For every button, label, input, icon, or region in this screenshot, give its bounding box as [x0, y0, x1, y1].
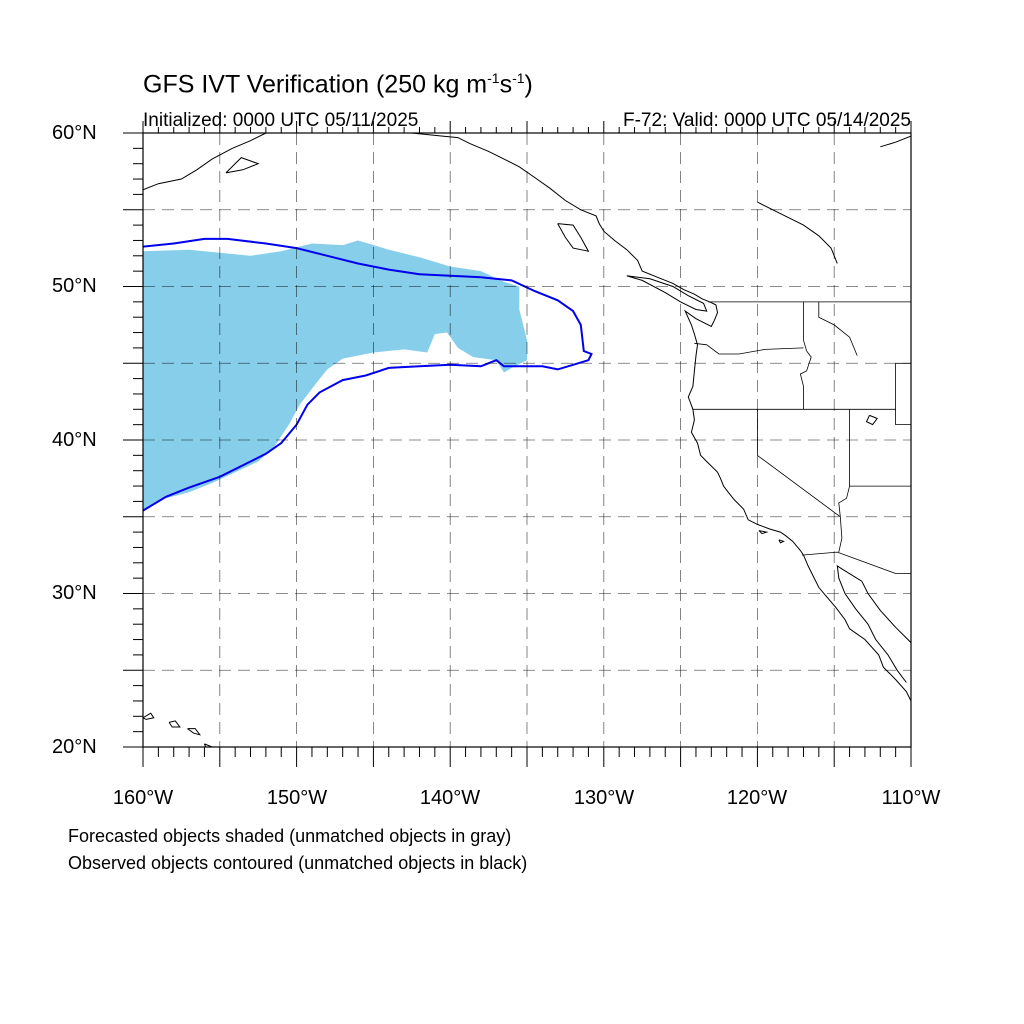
coastline-12 [880, 133, 911, 148]
coastline-4 [626, 275, 708, 312]
coastline-0 [143, 133, 267, 191]
coastline-3 [836, 564, 911, 683]
observed-ivt-object-contour [143, 237, 593, 512]
coastline-6 [143, 712, 155, 720]
border-7 [838, 409, 850, 517]
border-2 [757, 409, 841, 518]
coastlines [143, 133, 911, 747]
lon-label-160w: 160°W [112, 787, 174, 809]
border-6 [694, 342, 804, 355]
map-plot-area [143, 133, 911, 747]
border-3 [799, 340, 812, 410]
lat-lon-gridlines [143, 133, 911, 747]
lat-label-40n: 40°N [52, 429, 97, 451]
lon-label-120w: 120°W [726, 787, 788, 809]
lon-label-150w: 150°W [266, 787, 328, 809]
coastline-1 [225, 157, 260, 174]
forecast-note: Forecasted objects shaded (unmatched obj… [68, 826, 512, 846]
political-borders [692, 301, 911, 574]
coastline-13 [757, 201, 838, 264]
lat-label-30n: 30°N [52, 582, 97, 604]
border-11 [801, 551, 911, 574]
lon-label-140w: 140°W [419, 787, 481, 809]
lat-label-50n: 50°N [52, 275, 97, 297]
lat-label-60n: 60°N [52, 122, 97, 144]
coastline-5 [557, 223, 590, 252]
coastline-8 [187, 728, 202, 736]
axis-ticks [123, 121, 912, 767]
valid-time-label: F-72: Valid: 0000 UTC 05/14/2025 [623, 110, 911, 131]
initialized-time-label: Initialized: 0000 UTC 05/11/2025 [143, 110, 419, 131]
lat-label-20n: 20°N [52, 736, 97, 758]
border-12 [838, 516, 843, 553]
observed-note: Observed objects contoured (unmatched ob… [68, 853, 528, 873]
lon-label-130w: 130°W [573, 787, 635, 809]
coastline-10 [778, 539, 785, 544]
coastline-11 [758, 530, 769, 535]
lon-label-110w: 110°W [881, 787, 941, 809]
border-9 [895, 363, 911, 426]
border-5 [818, 301, 858, 356]
figure-title: GFS IVT Verification (250 kg m-1s-1) [143, 70, 533, 99]
map-frame [142, 132, 912, 748]
forecast-ivt-object-shading [143, 240, 527, 510]
coastline-2 [312, 133, 911, 702]
coastline-9 [203, 743, 214, 747]
coastline-14 [865, 414, 878, 426]
coastline-7 [168, 720, 181, 728]
